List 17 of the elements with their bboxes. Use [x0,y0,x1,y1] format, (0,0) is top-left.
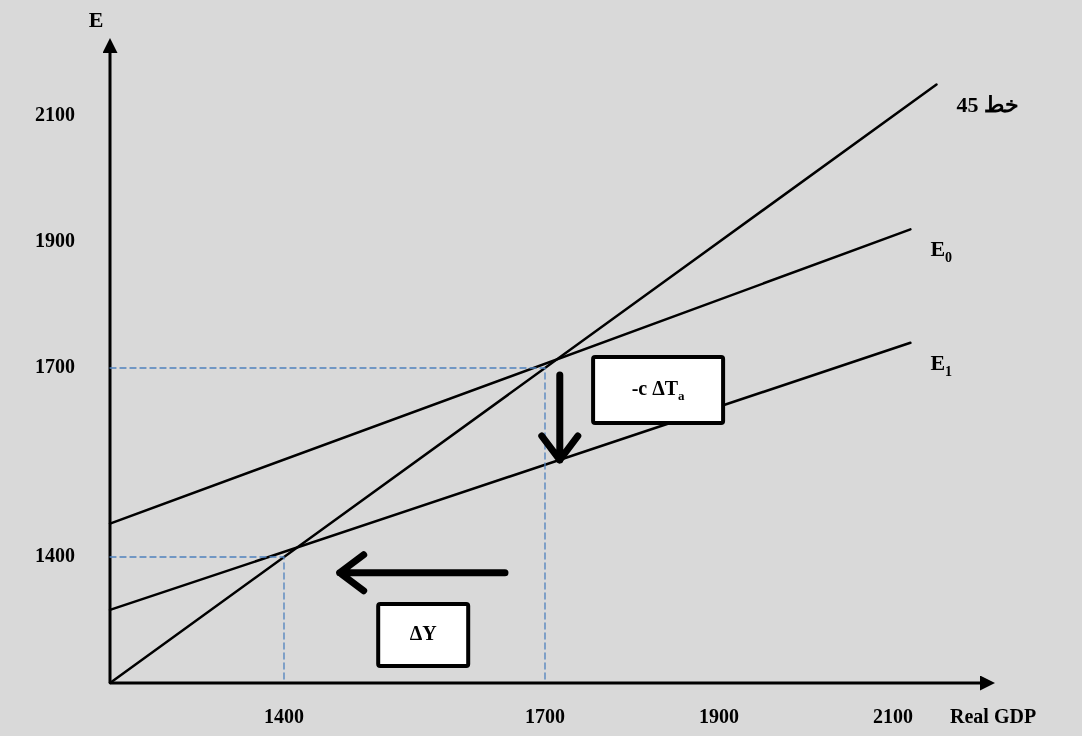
y-tick-label: 2100 [35,102,75,125]
annotation: -c ΔT$_{a}$ [631,376,686,404]
annotation: ΔY [409,621,438,644]
series-label: E$_{0}$ [930,236,953,266]
series-label: خط 45 [956,91,1019,117]
y-tick-label: 1700 [35,354,75,377]
annotation-box: ΔY [376,602,471,669]
x-axis-title: Real GDP [950,704,1037,727]
x-tick-label: 2100 [873,704,913,727]
y-axis-title: E [88,7,104,33]
x-tick-label: 1900 [699,704,739,727]
x-tick-label: 1700 [525,704,565,727]
y-tick-label: 1400 [35,543,75,566]
annotation-box: -c ΔT$_{a}$ [591,355,726,426]
x-tick-label: 1400 [264,704,304,727]
y-tick-label: 1900 [35,228,75,251]
series-label: E$_{1}$ [930,349,953,379]
